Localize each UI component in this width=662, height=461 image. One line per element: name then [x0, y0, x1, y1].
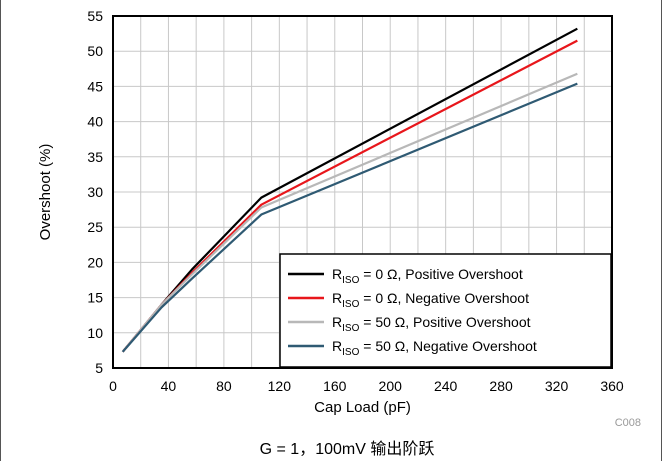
legend-box	[279, 253, 612, 368]
x-tick-label: 360	[600, 378, 624, 394]
x-tick-label: 40	[161, 378, 177, 394]
legend-label-4: RISO = 50 Ω, Negative Overshoot	[332, 338, 537, 358]
legend-label-subscript: ISO	[342, 275, 359, 286]
y-tick-label: 55	[87, 8, 103, 24]
x-tick-label: 160	[323, 378, 347, 394]
legend-label-main: R	[332, 266, 342, 282]
legend-label-rest: = 50 Ω, Positive Overshoot	[359, 314, 530, 330]
x-tick-label: 120	[268, 378, 292, 394]
y-tick-label: 15	[87, 290, 103, 306]
y-tick-label: 20	[87, 254, 103, 270]
series-line-4	[121, 82, 578, 353]
y-tick-label: 25	[87, 219, 103, 235]
legend-label-rest: = 50 Ω, Negative Overshoot	[359, 338, 537, 354]
series-line-3	[121, 72, 578, 353]
y-tick-label: 45	[87, 78, 103, 94]
plot-border	[112, 15, 613, 369]
legend-label-subscript: ISO	[342, 323, 359, 334]
figure-caption: G = 1，100mV 输出阶跃	[260, 440, 435, 458]
legend-label-subscript: ISO	[342, 299, 359, 310]
legend-label-rest: = 0 Ω, Negative Overshoot	[359, 290, 529, 306]
x-tick-label: 200	[379, 378, 403, 394]
x-tick-label: 320	[545, 378, 569, 394]
y-tick-label: 30	[87, 184, 103, 200]
legend-label-main: R	[332, 314, 342, 330]
y-tick-label: 50	[87, 43, 103, 59]
y-axis-label: Overshoot (%)	[37, 144, 54, 241]
figure-code: C008	[615, 417, 641, 429]
legend-label-rest: = 0 Ω, Positive Overshoot	[359, 266, 522, 282]
legend-label-subscript: ISO	[342, 347, 359, 358]
y-tick-label: 35	[87, 149, 103, 165]
y-tick-label: 40	[87, 114, 103, 130]
legend-label-main: R	[332, 338, 342, 354]
x-axis-label: Cap Load (pF)	[314, 399, 411, 416]
legend-label-2: RISO = 0 Ω, Negative Overshoot	[332, 290, 529, 310]
x-tick-label: 0	[109, 378, 117, 394]
y-tick-label: 10	[87, 325, 103, 341]
y-tick-labels: 5 10 15 20 25 30 35 40 45 50 55	[87, 8, 103, 376]
legend-label-main: R	[332, 290, 342, 306]
series-layer	[121, 27, 578, 353]
y-tick-label: 5	[95, 360, 103, 376]
legend-label-1: RISO = 0 Ω, Positive Overshoot	[332, 266, 523, 286]
x-tick-label: 280	[489, 378, 513, 394]
legend-label-3: RISO = 50 Ω, Positive Overshoot	[332, 314, 531, 334]
x-tick-label: 240	[434, 378, 458, 394]
frame-left-border	[0, 0, 1, 461]
x-tick-label: 80	[216, 378, 232, 394]
x-tick-labels: 0 40 80 120 160 200 240 280 320 360	[109, 378, 624, 394]
